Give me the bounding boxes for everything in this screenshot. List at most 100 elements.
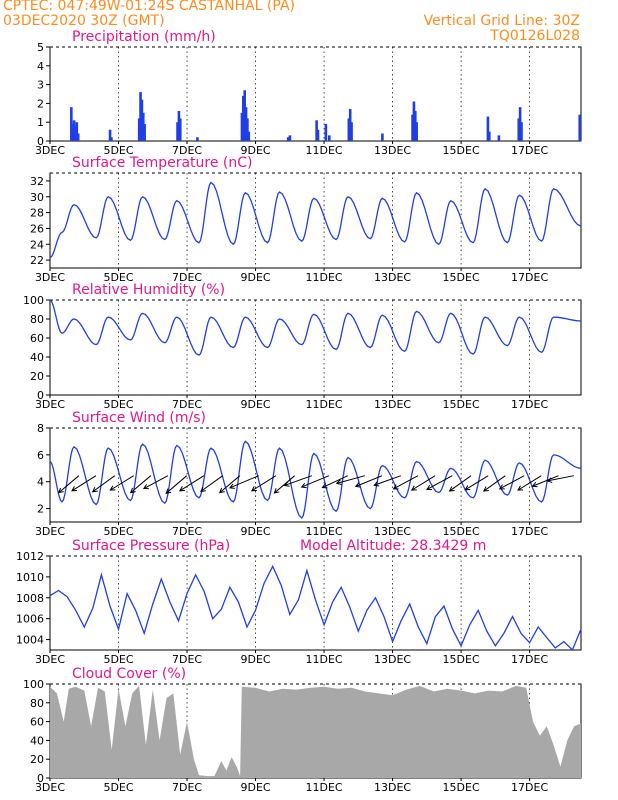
- wind-arrowhead: [321, 483, 328, 489]
- y-tick-label: 1010: [16, 571, 44, 584]
- precip-bar: [244, 107, 248, 141]
- panel-4: 2 4 6 8 3DEC 5DEC 7DEC 9DEC 11DEC 13DEC 15DEC 17DEC…: [35, 410, 582, 538]
- y-tick-label: 0: [37, 389, 44, 402]
- y-tick-label: 1008: [16, 592, 44, 605]
- x-tick-label: 17DEC: [511, 653, 548, 666]
- x-tick-label: 7DEC: [172, 144, 202, 157]
- y-tick-label: 20: [30, 370, 44, 383]
- precip-bar: [286, 137, 290, 141]
- panel-1: 0 1 2 3 4 5 3DEC 5DEC 7DEC 9DEC 11DEC 13DEC 15DEC 17D…: [35, 29, 582, 157]
- precip-bar: [350, 122, 353, 141]
- panel-2: 22 24 26 28 30 32 3DEC 5DEC 7DEC 9DEC 11DEC 13DEC 15…: [30, 155, 582, 284]
- y-tick-label: 5: [37, 41, 44, 54]
- y-tick-label: 6: [37, 449, 44, 462]
- x-tick-label: 17DEC: [511, 398, 548, 411]
- panel-title: Relative Humidity (%): [72, 282, 225, 298]
- x-tick-label: 7DEC: [172, 271, 202, 284]
- x-tick-label: 5DEC: [103, 271, 133, 284]
- x-tick-label: 15DEC: [443, 144, 480, 157]
- wind-arrowhead: [531, 482, 538, 488]
- precip-bar: [381, 133, 384, 141]
- wind-arrow: [547, 475, 574, 482]
- x-tick-label: 3DEC: [35, 525, 65, 538]
- wind-arrowhead: [546, 477, 553, 483]
- wind-arrowhead: [273, 488, 280, 494]
- x-tick-label: 15DEC: [443, 781, 480, 794]
- y-tick-label: 60: [30, 332, 44, 345]
- wind-arrowhead: [142, 484, 149, 490]
- precip-bar: [246, 118, 249, 141]
- x-tick-label: 9DEC: [240, 271, 270, 284]
- panel-3: 0 20 40 60 80 100 3DEC 5DEC 7DEC 9DEC 11DEC 13DEC 15…: [23, 282, 582, 411]
- panel-6: 0 20 40 60 80 100 3DEC 5DEC 7DEC 9DEC 11DEC 13DEC 15…: [23, 666, 582, 794]
- precip-bar: [177, 110, 181, 141]
- x-tick-label: 13DEC: [374, 271, 411, 284]
- wind-arrowhead: [91, 487, 98, 493]
- x-tick-label: 7DEC: [172, 525, 202, 538]
- y-tick-label: 80: [30, 697, 44, 710]
- wind-arrow: [301, 475, 330, 488]
- y-tick-label: 2: [37, 97, 44, 110]
- x-tick-label: 9DEC: [240, 398, 270, 411]
- y-tick-label: 3: [37, 79, 44, 92]
- precip-bar: [139, 92, 142, 141]
- y-tick-label: 32: [30, 175, 44, 188]
- precip-bar: [486, 116, 490, 141]
- y-tick-label: 1006: [16, 613, 44, 626]
- wind-arrow: [426, 475, 453, 490]
- cloud-cover-area: [50, 685, 581, 778]
- x-tick-label: 7DEC: [172, 781, 202, 794]
- wind-arrowhead: [448, 486, 455, 492]
- x-tick-label: 3DEC: [35, 271, 65, 284]
- grid-note: Vertical Grid Line: 30Z: [423, 13, 580, 29]
- x-tick-label: 11DEC: [306, 781, 343, 794]
- plot-frame: [49, 172, 582, 269]
- precip-bar: [143, 124, 146, 141]
- wind-arrow: [165, 475, 188, 494]
- wind-arrow: [110, 475, 134, 491]
- precip-bar: [240, 112, 244, 141]
- x-tick-label: 9DEC: [240, 144, 270, 157]
- wind-arrow: [336, 475, 366, 484]
- wind-arrowhead: [71, 486, 77, 492]
- y-tick-label: 0: [37, 135, 44, 148]
- y-tick-label: 28: [30, 207, 44, 220]
- wind-arrowhead: [426, 484, 432, 490]
- x-tick-label: 3DEC: [35, 653, 65, 666]
- precip-bar: [413, 110, 417, 141]
- precip-bar: [412, 101, 416, 141]
- precip-bar: [347, 118, 351, 141]
- precip-bar: [74, 125, 77, 141]
- precip-bar: [324, 124, 328, 141]
- wind-arrow: [179, 475, 205, 492]
- wind-arrowhead: [517, 485, 524, 491]
- x-tick-label: 11DEC: [306, 271, 343, 284]
- wind-arrow: [449, 475, 472, 492]
- precip-bar: [140, 99, 144, 141]
- y-tick-label: 100: [23, 678, 44, 691]
- panel-title: Cloud Cover (%): [72, 666, 186, 682]
- x-tick-label: 3DEC: [35, 781, 65, 794]
- wind-arrow: [517, 475, 542, 491]
- precip-bar: [487, 131, 491, 141]
- series-line: [49, 299, 582, 356]
- x-tick-label: 7DEC: [172, 398, 202, 411]
- precip-bar: [108, 129, 112, 141]
- precip-bar: [110, 137, 113, 141]
- x-tick-label: 17DEC: [511, 271, 548, 284]
- precip-bar: [141, 112, 145, 141]
- x-tick-label: 11DEC: [306, 144, 343, 157]
- precip-bar: [72, 120, 76, 141]
- precip-bar: [518, 107, 522, 141]
- x-tick-label: 5DEC: [103, 144, 133, 157]
- series-line: [49, 564, 582, 652]
- x-tick-label: 15DEC: [443, 653, 480, 666]
- wind-arrow: [200, 475, 224, 492]
- wind-arrowhead: [165, 488, 172, 494]
- precip-bar: [348, 109, 352, 141]
- series-line: [49, 440, 582, 520]
- wind-arrow: [92, 475, 116, 493]
- wind-arrowhead: [219, 487, 225, 494]
- precip-bar: [75, 122, 79, 141]
- x-tick-label: 9DEC: [240, 653, 270, 666]
